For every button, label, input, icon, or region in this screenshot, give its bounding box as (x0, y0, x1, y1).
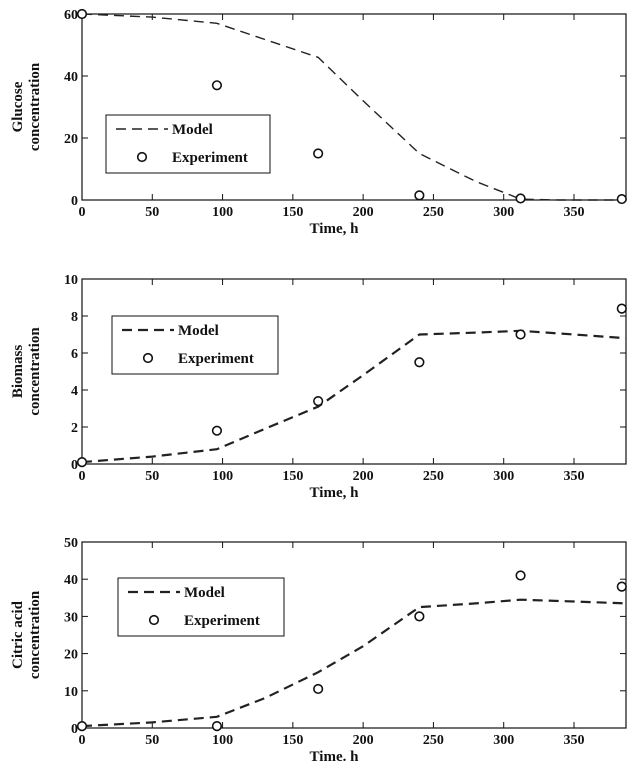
y-tick-label: 60 (64, 8, 78, 23)
x-tick-label: 300 (493, 205, 514, 220)
data-point-experiment (616, 193, 627, 205)
y-axis-label: Citric acidconcentration (10, 590, 43, 679)
y-tick-label: 40 (64, 573, 78, 588)
data-point-experiment (616, 303, 627, 314)
data-point-experiment (211, 425, 223, 436)
x-tick-label: 300 (493, 733, 514, 748)
data-point-experiment (76, 457, 88, 468)
y-axis-label-line: concentration (27, 62, 43, 151)
x-tick-label: 250 (423, 205, 444, 220)
legend-label: Model (184, 585, 225, 601)
y-tick-label: 8 (71, 310, 78, 325)
x-tick-label: 300 (493, 469, 514, 484)
x-axis-label: Time. h (310, 749, 360, 765)
data-point-experiment (76, 721, 88, 732)
x-tick-label: 50 (145, 733, 159, 748)
data-point-experiment (76, 8, 88, 20)
legend: Model Experiment (117, 577, 285, 637)
series-line-model (81, 598, 627, 728)
legend: Model Experiment (105, 114, 271, 174)
data-point-experiment (414, 611, 425, 622)
series-line-model (81, 329, 627, 464)
y-tick-label: 10 (64, 685, 78, 700)
chart-panel-1: 0 50 100 150 200 250 300 350 0 20 40 60 Time, h Gluco… (10, 8, 627, 237)
x-tick-label: 100 (212, 205, 233, 220)
x-axis-label: Time, h (310, 221, 360, 237)
legend-circle-swatch (148, 614, 160, 626)
y-axis-label: Glucoseconcentration (10, 62, 43, 151)
chart-panel-3: 0 50 100 150 200 250 300 350 0 10 20 30 40 50 Time. h C… (10, 536, 627, 765)
plot-frame (81, 541, 627, 729)
x-tick-label: 200 (353, 205, 374, 220)
y-axis-label-line: concentration (27, 327, 43, 416)
y-tick-label: 0 (71, 722, 78, 737)
y-tick-label: 30 (64, 610, 78, 625)
data-point-experiment (515, 193, 526, 204)
x-tick-label: 100 (212, 469, 233, 484)
y-tick-label: 2 (71, 421, 78, 436)
data-point-experiment (313, 148, 324, 159)
legend-label: Experiment (172, 150, 248, 166)
x-tick-label: 150 (282, 469, 303, 484)
x-tick-label: 50 (145, 205, 159, 220)
y-axis-label-line: Citric acid (10, 600, 26, 669)
x-tick-label: 350 (563, 469, 584, 484)
data-point-experiment (616, 581, 627, 592)
series-line-model (81, 13, 626, 201)
y-tick-label: 10 (64, 273, 78, 288)
legend-box (117, 577, 285, 637)
data-point-experiment (211, 80, 223, 91)
data-point-experiment (414, 190, 425, 201)
x-tick-label: 100 (212, 733, 233, 748)
y-tick-label: 50 (64, 536, 78, 551)
x-tick-label: 150 (282, 205, 303, 220)
plot-frame (81, 278, 627, 465)
y-tick-label: 4 (71, 384, 78, 399)
plot-frame (81, 13, 627, 201)
y-tick-label: 40 (64, 70, 78, 85)
legend-label: Model (178, 323, 219, 339)
data-point-experiment (515, 570, 526, 581)
chart-panel-2: 0 50 100 150 200 250 300 350 0 2 4 6 8 10 Time, h Bioma… (10, 273, 627, 501)
data-point-experiment (313, 683, 324, 695)
legend-label: Experiment (184, 613, 260, 629)
x-tick-label: 350 (563, 733, 584, 748)
x-tick-label: 50 (145, 469, 159, 484)
y-tick-label: 20 (64, 132, 78, 147)
y-tick-label: 20 (64, 648, 78, 663)
legend-box (105, 114, 271, 174)
data-point-experiment (515, 329, 526, 340)
y-tick-label: 6 (71, 347, 78, 362)
legend-circle-swatch (136, 151, 148, 163)
x-tick-label: 0 (79, 205, 86, 220)
x-tick-label: 200 (353, 733, 374, 748)
x-tick-label: 250 (423, 733, 444, 748)
data-point-experiment (414, 357, 425, 368)
x-tick-label: 0 (79, 733, 86, 748)
data-point-experiment (313, 396, 324, 407)
y-tick-label: 0 (71, 194, 78, 209)
y-axis-label-line: concentration (27, 590, 43, 679)
legend-box (111, 315, 279, 375)
legend-label: Experiment (178, 351, 254, 367)
y-axis-label-line: Glucose (10, 81, 26, 132)
x-tick-label: 200 (353, 469, 374, 484)
y-tick-label: 0 (71, 458, 78, 473)
x-tick-label: 350 (563, 205, 584, 220)
legend: Model Experiment (111, 315, 279, 375)
y-axis-label-line: Biomass (10, 345, 26, 399)
x-tick-label: 250 (423, 469, 444, 484)
legend-label: Model (172, 122, 213, 138)
x-tick-label: 150 (282, 733, 303, 748)
y-axis-label: Biomassconcentration (10, 327, 43, 416)
x-tick-label: 0 (79, 469, 86, 484)
legend-circle-swatch (142, 352, 154, 364)
data-point-experiment (211, 721, 223, 732)
x-axis-label: Time, h (310, 485, 360, 501)
